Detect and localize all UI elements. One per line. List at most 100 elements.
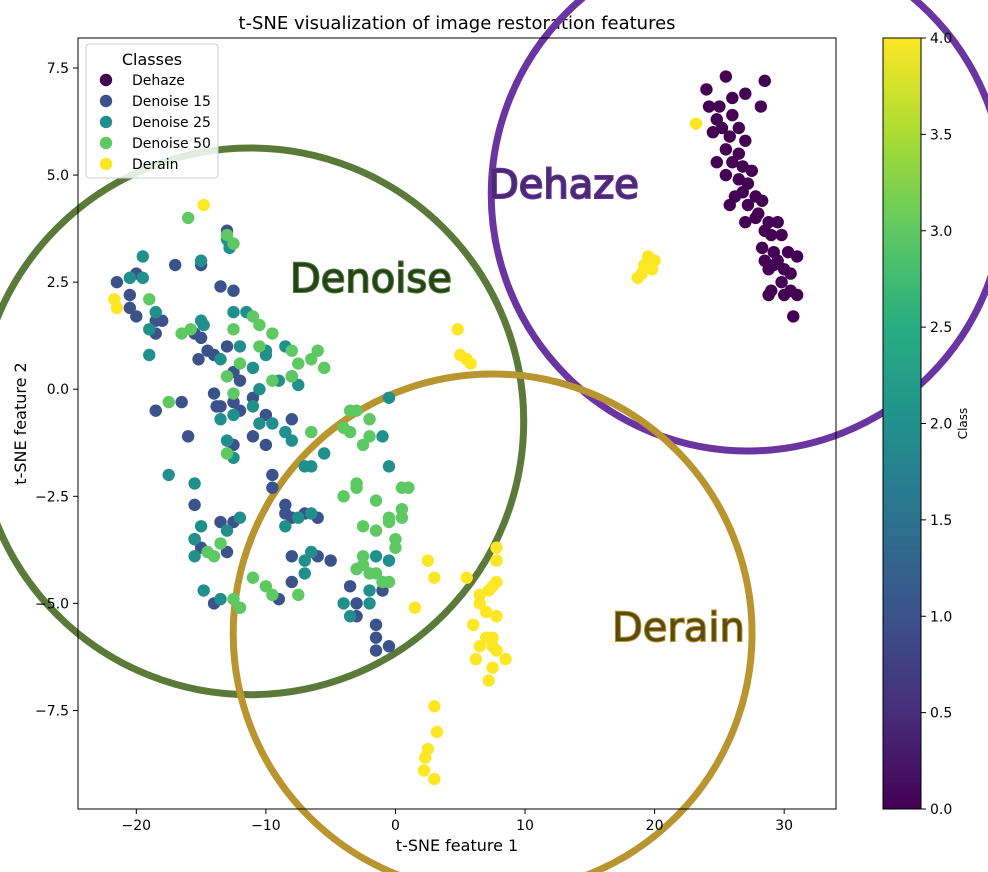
scatter-points — [108, 70, 804, 786]
data-point — [156, 314, 169, 327]
data-point — [689, 117, 703, 130]
data-point — [259, 438, 273, 452]
data-point — [184, 323, 197, 336]
data-point — [285, 550, 298, 563]
data-point — [700, 83, 713, 96]
data-point — [723, 130, 736, 143]
data-point — [490, 610, 503, 623]
legend-entry-label: Denoise 25 — [132, 115, 211, 131]
data-point — [369, 644, 383, 657]
data-point — [369, 494, 383, 507]
data-point — [305, 353, 318, 366]
data-point — [266, 374, 279, 387]
y-tick-label: 2.5 — [47, 275, 69, 291]
data-point — [123, 301, 137, 315]
colorbar-tick-label: 3.5 — [930, 127, 952, 143]
data-point — [490, 575, 503, 589]
data-point — [356, 550, 370, 563]
legend-entry-label: Dehaze — [132, 73, 185, 89]
data-point — [486, 631, 499, 644]
data-point — [227, 408, 240, 422]
data-point — [162, 468, 175, 482]
data-point — [350, 481, 363, 494]
data-point — [259, 348, 273, 362]
data-point — [395, 502, 409, 516]
legend-marker — [99, 136, 113, 150]
legend-marker — [99, 73, 113, 87]
x-axis-ticks: −20 −10 0 10 20 30 — [122, 809, 793, 834]
legend: Classes Dehaze Denoise 15 Denoise 25 Denoise… — [85, 43, 219, 179]
plot-frame — [77, 37, 837, 810]
data-point — [220, 340, 234, 353]
data-point — [460, 571, 473, 584]
data-point — [220, 370, 234, 383]
data-point — [775, 228, 788, 242]
x-tick-label: 30 — [775, 818, 793, 834]
colorbar-tick-label: 0.0 — [930, 802, 952, 818]
series-denoise-25 — [123, 233, 396, 623]
y-tick-label: 0.0 — [47, 382, 69, 398]
data-point — [305, 460, 318, 473]
data-point — [123, 271, 137, 285]
data-point — [197, 318, 210, 332]
data-point — [136, 250, 149, 263]
data-point — [246, 571, 260, 584]
data-point — [305, 425, 318, 439]
data-point — [259, 408, 273, 422]
data-point — [266, 481, 279, 494]
colorbar-tick-label: 1.5 — [930, 513, 952, 529]
data-point — [285, 413, 298, 426]
data-point — [292, 511, 305, 524]
data-point — [369, 618, 383, 632]
data-point — [220, 524, 234, 537]
data-point — [285, 370, 298, 383]
data-point — [181, 430, 195, 443]
data-point — [428, 772, 441, 786]
data-point — [765, 228, 778, 242]
data-point — [259, 580, 273, 593]
data-point — [739, 87, 752, 100]
data-point — [188, 498, 201, 512]
data-point — [123, 288, 137, 302]
annotation-circle-dehaze — [487, 0, 988, 455]
data-point — [350, 597, 363, 610]
data-point — [227, 387, 240, 400]
data-point — [428, 700, 441, 713]
colorbar: 0.0 0.5 1.0 1.5 2.0 2.5 3.0 3.5 4.0 Class — [882, 31, 970, 818]
data-point — [214, 537, 227, 550]
colorbar-tick-label: 1.0 — [930, 609, 952, 625]
data-point — [130, 310, 143, 323]
data-point — [317, 361, 331, 375]
data-point — [382, 515, 396, 529]
data-point — [227, 323, 240, 336]
data-point — [175, 395, 188, 409]
data-point — [719, 168, 733, 182]
data-point — [110, 275, 124, 289]
data-point — [188, 532, 201, 546]
data-point — [499, 652, 512, 666]
data-point — [382, 554, 396, 567]
data-point — [305, 507, 318, 520]
data-point — [382, 640, 396, 653]
colorbar-tick-label: 2.5 — [930, 320, 952, 336]
data-point — [741, 198, 755, 212]
data-point — [233, 374, 247, 387]
legend-entry-label: Denoise 15 — [132, 94, 211, 110]
data-point — [197, 584, 210, 597]
annotation-label-derain: Derain — [612, 605, 745, 651]
data-point — [755, 241, 769, 255]
data-point — [382, 460, 396, 473]
data-point — [143, 293, 156, 306]
data-point — [188, 477, 201, 490]
annotation-label-denoise: Denoise — [290, 256, 452, 302]
data-point — [246, 310, 260, 323]
data-point — [706, 126, 720, 139]
data-point — [253, 318, 266, 332]
data-point — [207, 387, 221, 400]
data-point — [194, 520, 208, 533]
data-point — [430, 725, 444, 739]
data-point — [285, 344, 298, 357]
data-point — [246, 391, 260, 404]
data-point — [136, 271, 149, 285]
data-point — [266, 327, 279, 340]
